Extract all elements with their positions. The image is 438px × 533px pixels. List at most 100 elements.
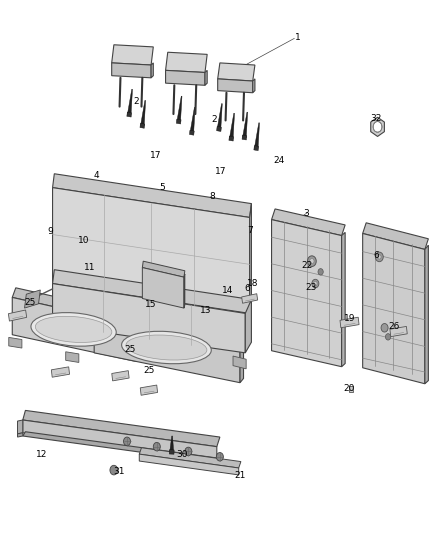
Polygon shape	[53, 188, 250, 313]
Polygon shape	[66, 352, 79, 362]
Polygon shape	[425, 245, 428, 384]
Text: 17: 17	[215, 167, 227, 176]
Polygon shape	[229, 136, 233, 141]
Polygon shape	[342, 232, 345, 367]
Text: 11: 11	[84, 263, 95, 272]
Text: 13: 13	[200, 306, 212, 314]
Polygon shape	[205, 70, 207, 85]
Polygon shape	[142, 261, 185, 277]
Ellipse shape	[35, 316, 112, 343]
Polygon shape	[136, 316, 139, 361]
Text: 18: 18	[247, 279, 259, 288]
Polygon shape	[240, 337, 244, 383]
Text: 10: 10	[78, 237, 89, 245]
Circle shape	[373, 122, 382, 132]
Polygon shape	[250, 204, 251, 313]
Polygon shape	[170, 436, 173, 452]
Circle shape	[110, 465, 118, 475]
Text: 4: 4	[94, 172, 99, 180]
Polygon shape	[9, 337, 22, 348]
Polygon shape	[25, 290, 40, 308]
Polygon shape	[53, 270, 251, 313]
Polygon shape	[12, 288, 139, 325]
Polygon shape	[94, 307, 244, 345]
Polygon shape	[218, 63, 255, 81]
Polygon shape	[272, 209, 345, 236]
Polygon shape	[363, 233, 425, 384]
Polygon shape	[141, 100, 145, 126]
Text: 14: 14	[222, 286, 233, 295]
Circle shape	[185, 447, 192, 456]
Polygon shape	[184, 274, 185, 308]
Text: 5: 5	[159, 183, 165, 192]
Ellipse shape	[122, 332, 211, 364]
Polygon shape	[190, 130, 194, 135]
Text: 25: 25	[24, 298, 35, 307]
Polygon shape	[8, 310, 27, 321]
Polygon shape	[139, 448, 241, 468]
Polygon shape	[254, 146, 258, 151]
Polygon shape	[112, 370, 129, 381]
Text: 1: 1	[295, 33, 301, 42]
Polygon shape	[390, 326, 407, 337]
Text: 22: 22	[301, 261, 312, 270]
Polygon shape	[218, 79, 253, 93]
Circle shape	[307, 256, 316, 266]
Text: 21: 21	[234, 471, 246, 480]
Text: 19: 19	[344, 314, 355, 323]
Circle shape	[124, 437, 131, 446]
Polygon shape	[166, 52, 207, 72]
Polygon shape	[217, 103, 222, 130]
Circle shape	[378, 255, 381, 259]
Polygon shape	[12, 297, 136, 361]
Text: 6: 6	[244, 285, 251, 293]
Polygon shape	[166, 70, 205, 85]
Circle shape	[318, 269, 323, 275]
Polygon shape	[169, 450, 174, 454]
Text: 2: 2	[212, 116, 217, 124]
Polygon shape	[18, 433, 23, 437]
Circle shape	[314, 281, 317, 286]
Polygon shape	[112, 63, 151, 78]
Polygon shape	[253, 79, 255, 93]
Polygon shape	[151, 63, 153, 78]
Polygon shape	[53, 174, 251, 217]
Polygon shape	[230, 113, 234, 139]
Polygon shape	[363, 223, 428, 249]
Text: 9: 9	[47, 228, 53, 236]
Polygon shape	[177, 119, 181, 124]
Polygon shape	[272, 220, 342, 367]
Polygon shape	[243, 112, 247, 138]
Polygon shape	[340, 317, 359, 328]
Text: 7: 7	[247, 226, 253, 235]
Text: 17: 17	[150, 151, 161, 160]
Polygon shape	[23, 432, 220, 463]
Polygon shape	[127, 89, 132, 115]
Text: 12: 12	[36, 450, 47, 458]
Text: 15: 15	[145, 301, 157, 309]
Circle shape	[385, 334, 391, 340]
Text: 24: 24	[274, 157, 285, 165]
Text: 30: 30	[176, 450, 187, 458]
Ellipse shape	[126, 335, 207, 360]
Polygon shape	[142, 268, 184, 308]
Text: 25: 25	[143, 366, 155, 375]
Text: 26: 26	[389, 322, 400, 330]
Text: 8: 8	[209, 192, 215, 200]
Polygon shape	[190, 107, 195, 133]
Text: 32: 32	[370, 114, 381, 123]
Text: 20: 20	[344, 384, 355, 392]
Polygon shape	[217, 126, 221, 132]
Polygon shape	[245, 300, 251, 353]
Text: 3: 3	[304, 209, 310, 217]
Polygon shape	[18, 420, 23, 434]
Polygon shape	[23, 410, 220, 447]
Circle shape	[153, 442, 160, 451]
Text: 31: 31	[113, 467, 125, 476]
Polygon shape	[23, 420, 217, 459]
Polygon shape	[254, 123, 259, 149]
Polygon shape	[233, 356, 246, 369]
Circle shape	[312, 279, 319, 288]
Polygon shape	[139, 454, 239, 475]
Text: 23: 23	[305, 284, 317, 292]
